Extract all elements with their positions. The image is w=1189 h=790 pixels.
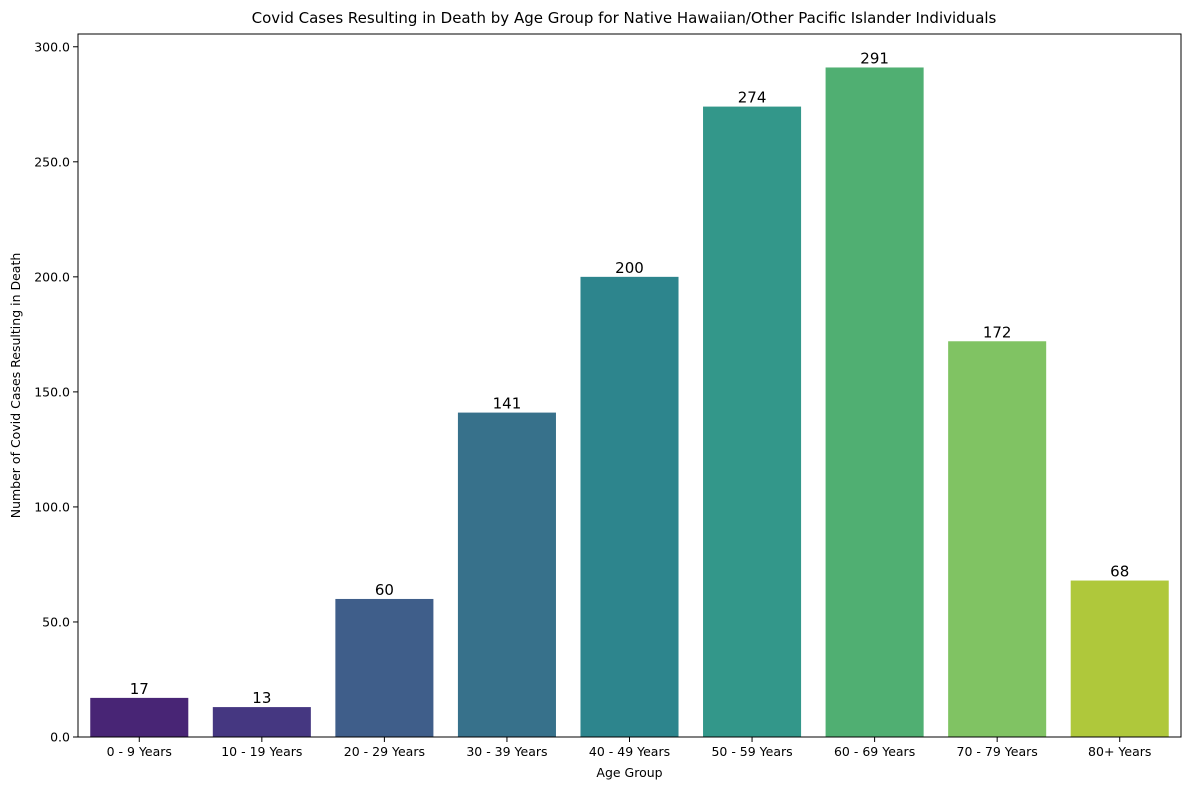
bar-value-label: 68 bbox=[1110, 563, 1129, 581]
bar bbox=[457, 412, 556, 737]
bar-value-label: 200 bbox=[615, 259, 644, 277]
bar-value-label: 60 bbox=[375, 581, 394, 599]
y-tick-label: 0.0 bbox=[50, 730, 70, 745]
y-tick-label: 100.0 bbox=[34, 499, 70, 514]
plot-frame bbox=[77, 33, 1182, 738]
y-tick-label: 150.0 bbox=[34, 384, 70, 399]
y-axis: 0.0 50.0 100.0 150.0 200.0 250.0 300.0 bbox=[34, 39, 78, 745]
x-tick-label: 50 - 59 Years bbox=[711, 744, 792, 759]
x-tick-label: 80+ Years bbox=[1088, 744, 1151, 759]
bar bbox=[335, 598, 434, 737]
bar-value-label: 274 bbox=[738, 89, 767, 107]
bar bbox=[90, 697, 189, 737]
x-axis: 0 - 9 Years 10 - 19 Years 20 - 29 Years 30 … bbox=[107, 737, 1151, 759]
x-tick-label: 60 - 69 Years bbox=[834, 744, 915, 759]
x-tick-label: 20 - 29 Years bbox=[344, 744, 425, 759]
bar bbox=[703, 106, 802, 738]
x-tick-label: 30 - 39 Years bbox=[466, 744, 547, 759]
bar bbox=[948, 341, 1047, 737]
x-tick-label: 70 - 79 Years bbox=[957, 744, 1038, 759]
bar bbox=[580, 276, 679, 737]
bar-labels-group: 17 13 60 141 200 274 291 172 68 bbox=[130, 49, 1130, 707]
bars-group bbox=[90, 67, 1169, 738]
bar-value-label: 172 bbox=[983, 323, 1012, 341]
y-tick-label: 300.0 bbox=[34, 39, 70, 54]
bar-value-label: 13 bbox=[252, 689, 271, 707]
bar bbox=[1070, 580, 1169, 737]
bar-value-label: 141 bbox=[493, 395, 522, 413]
x-tick-label: 10 - 19 Years bbox=[221, 744, 302, 759]
x-axis-label: Age Group bbox=[596, 765, 662, 780]
y-axis-label: Number of Covid Cases Resulting in Death bbox=[8, 253, 23, 519]
x-tick-label: 40 - 49 Years bbox=[589, 744, 670, 759]
y-tick-label: 250.0 bbox=[34, 154, 70, 169]
bar bbox=[825, 67, 924, 737]
bar-value-label: 17 bbox=[130, 680, 149, 698]
y-tick-label: 50.0 bbox=[42, 614, 70, 629]
chart-title: Covid Cases Resulting in Death by Age Gr… bbox=[252, 9, 997, 27]
y-tick-label: 200.0 bbox=[34, 269, 70, 284]
bar-value-label: 291 bbox=[860, 49, 889, 67]
bar bbox=[212, 707, 311, 737]
x-tick-label: 0 - 9 Years bbox=[107, 744, 172, 759]
